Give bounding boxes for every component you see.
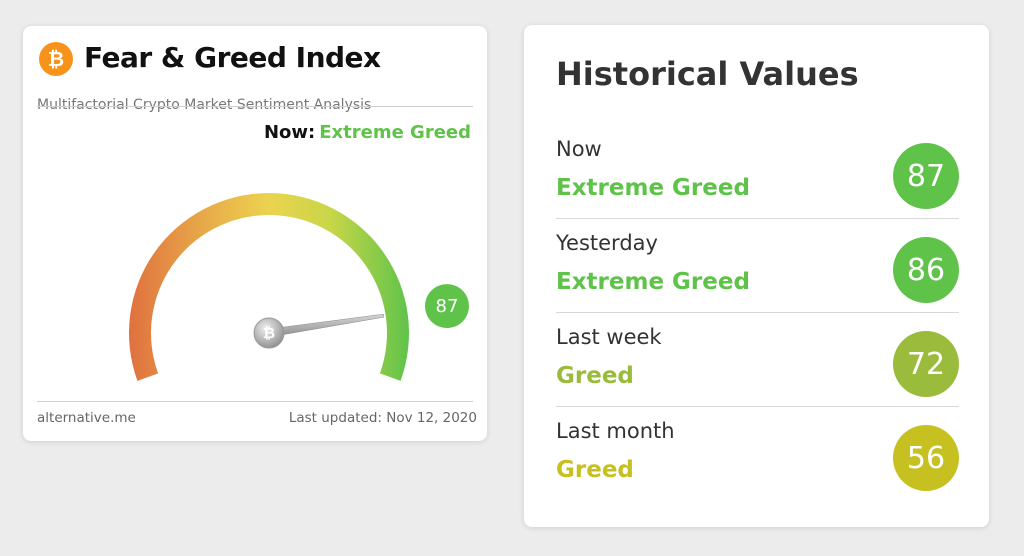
gauge-value-badge: 87 [424,284,469,329]
gauge-needle [268,313,385,338]
history-value-badge: 56 [893,425,959,491]
gauge-hub-bitcoin-icon: ₿ [253,317,285,349]
now-classification: Extreme Greed [319,122,471,143]
history-classification: Extreme Greed [556,269,750,295]
history-row-last-month: Last month Greed 56 [556,407,959,501]
history-classification: Greed [556,457,634,483]
historical-values-card: Historical Values Now Extreme Greed 87 Y… [524,25,989,527]
card-subtitle: Multifactorial Crypto Market Sentiment A… [37,97,372,113]
current-status: Now: Extreme Greed [264,122,471,143]
now-label: Now: [263,122,316,143]
header-divider [37,106,473,107]
last-updated: Last updated: Nov 12, 2020 [288,410,477,426]
card-header: ₿ Fear & Greed Index Multifactorial Cryp… [37,40,473,120]
history-value-badge: 87 [893,143,959,209]
history-period: Last month [556,419,675,443]
history-value-badge: 86 [893,237,959,303]
bitcoin-icon: ₿ [39,42,73,76]
history-row-yesterday: Yesterday Extreme Greed 86 [556,219,959,313]
row-divider [556,218,959,219]
page-title: Fear & Greed Index [84,41,381,74]
history-classification: Greed [556,363,634,389]
history-period: Last week [556,325,662,349]
row-divider [556,312,959,313]
gauge-value: 87 [436,296,459,317]
history-row-last-week: Last week Greed 72 [556,313,959,407]
row-divider [556,406,959,407]
fear-greed-card: ₿ Fear & Greed Index Multifactorial Cryp… [23,26,487,441]
gauge-arc [129,192,409,381]
history-period: Yesterday [556,231,658,255]
historical-title: Historical Values [556,55,859,93]
history-row-now: Now Extreme Greed 87 [556,125,959,219]
history-value-badge: 72 [893,331,959,397]
history-classification: Extreme Greed [556,175,750,201]
history-period: Now [556,137,602,161]
footer-divider [37,401,473,402]
source-link[interactable]: alternative.me [37,410,136,426]
sentiment-gauge: ₿ 87 [129,192,469,381]
svg-text:₿: ₿ [263,324,275,342]
